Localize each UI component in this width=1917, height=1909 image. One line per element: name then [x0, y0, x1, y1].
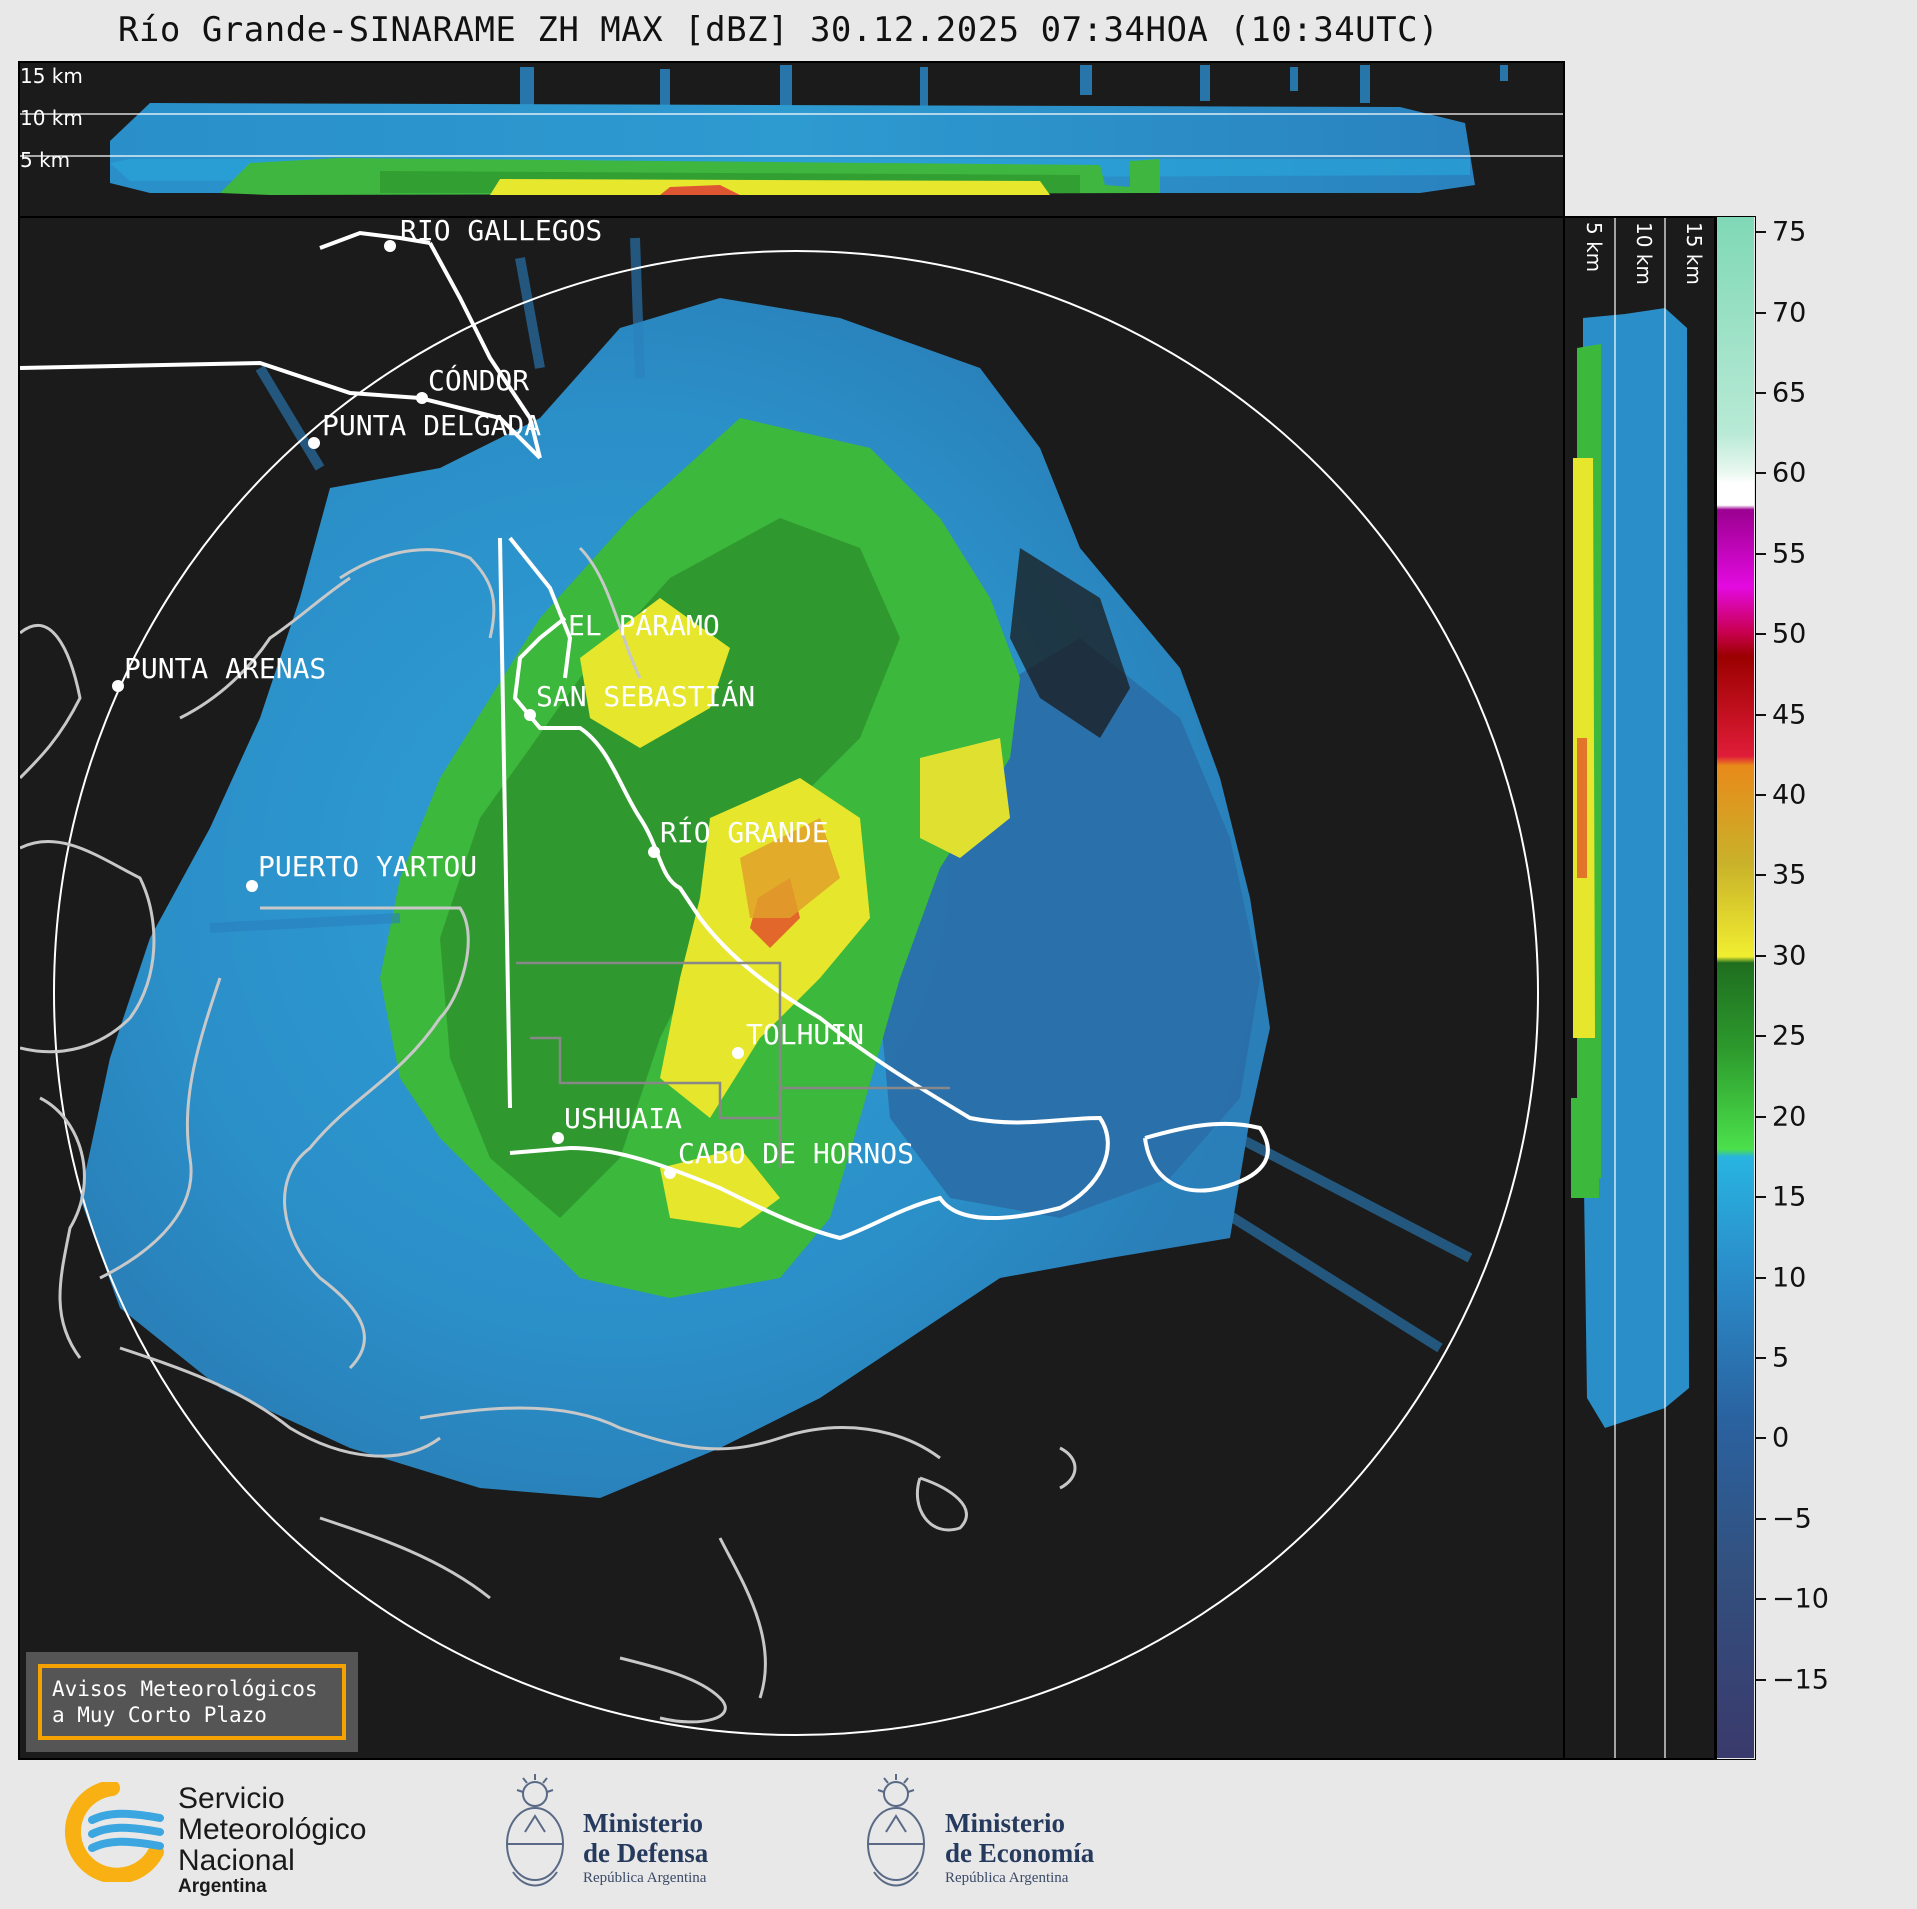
radial-artifacts	[209, 237, 1473, 1353]
colorbar-tick	[1756, 1196, 1766, 1199]
notice-box: Avisos Meteorológicos a Muy Corto Plazo	[26, 1652, 358, 1752]
colorbar-tick-label: −5	[1772, 1503, 1812, 1535]
colorbar-tick	[1756, 1437, 1766, 1440]
colorbar-tick	[1756, 1598, 1766, 1601]
echo-region-strong	[580, 598, 730, 748]
city-label-san-sebastian: SAN SEBASTIÁN	[536, 679, 755, 713]
colorbar-tick	[1756, 1517, 1766, 1520]
colorbar-tick	[1756, 874, 1766, 877]
colorbar-tick	[1756, 311, 1766, 314]
colorbar-tick	[1756, 633, 1766, 636]
city-label-el-paramo: EL PÁRAMO	[568, 608, 720, 642]
city-label-cabo-de-hornos: CABO DE HORNOS	[678, 1137, 914, 1170]
colorbar-tick-label: 50	[1772, 618, 1807, 650]
colorbar-tick-label: 0	[1772, 1422, 1790, 1454]
colorbar-tick	[1756, 391, 1766, 394]
map-title: Río Grande-SINARAME ZH MAX [dBZ] 30.12.2…	[117, 10, 1440, 50]
colorbar-tick-label: 60	[1772, 457, 1807, 489]
colorbar-tick-label: 45	[1772, 699, 1807, 731]
city-label-punta-delgada: PUNTA DELGADA	[322, 409, 541, 442]
top-altitude-label: 5 km	[20, 148, 70, 172]
echo-region-moderate-dark	[440, 518, 900, 1218]
colorbar-tick-label: 25	[1772, 1020, 1807, 1052]
colorbar-tick-label: 70	[1772, 297, 1807, 328]
range-ring	[53, 250, 1539, 1736]
colorbar-tick	[1756, 954, 1766, 957]
argentina-seal-icon	[867, 1774, 925, 1887]
colorbar-tick-label: 55	[1772, 538, 1807, 570]
coastline-chile	[20, 546, 1077, 1724]
top-cross-section-panel: 15 km 10 km 5 km	[18, 61, 1565, 218]
colorbar-tick-label: 75	[1772, 216, 1807, 248]
colorbar-tick-label: 15	[1772, 1181, 1807, 1213]
colorbar-tick	[1756, 552, 1766, 555]
city-labels: RÍO GALLEGOS CÓNDOR PUNTA DELGADA EL PÁR…	[124, 218, 914, 1170]
colorbar-tick	[1756, 794, 1766, 796]
side-altitude-label: 10 km	[1632, 222, 1656, 285]
colorbar-tick	[1756, 1115, 1766, 1118]
province-boundary	[516, 961, 950, 1168]
colorbar-tick-label: 65	[1772, 377, 1807, 409]
border-lines	[20, 230, 1270, 1241]
radar-map-panel[interactable]: RÍO GALLEGOS CÓNDOR PUNTA DELGADA EL PÁR…	[18, 216, 1565, 1760]
colorbar-tick	[1756, 1356, 1766, 1359]
colorbar-tick	[1756, 472, 1766, 475]
colorbar-tick-label: 20	[1772, 1101, 1807, 1133]
side-altitude-label: 5 km	[1582, 222, 1606, 272]
defensa-logo-text: Ministerio de Defensa República Argentin…	[583, 1808, 709, 1886]
economia-logo-text: Ministerio de Economía República Argenti…	[945, 1808, 1095, 1886]
side-altitude-label: 15 km	[1682, 222, 1706, 285]
colorbar-tick-label: 40	[1772, 779, 1807, 811]
colorbar-tick-label: 35	[1772, 859, 1807, 891]
notice-line: Avisos Meteorológicos	[52, 1677, 318, 1701]
colorbar-tick-label: 5	[1772, 1342, 1790, 1374]
argentina-seal-icon	[506, 1774, 564, 1887]
smn-logo-text: Servicio Meteorológico Nacional Argentin…	[178, 1782, 367, 1897]
dbz-colorbar	[1716, 216, 1756, 1760]
side-cross-section-panel: 5 km 10 km 15 km	[1563, 216, 1716, 1760]
notice-line: a Muy Corto Plazo	[52, 1703, 267, 1727]
city-label-tolhuin: TOLHUIN	[746, 1018, 864, 1051]
city-label-punta-arenas: PUNTA ARENAS	[124, 652, 326, 685]
city-label-puerto-yartou: PUERTO YARTOU	[258, 850, 477, 883]
colorbar-tick	[1756, 231, 1766, 234]
colorbar-tick	[1756, 1678, 1766, 1681]
city-label-ushuaia: USHUAIA	[564, 1102, 682, 1135]
city-label-rio-grande: RÍO GRANDE	[660, 815, 829, 849]
colorbar-tick-label: 10	[1772, 1262, 1807, 1293]
colorbar-tick	[1756, 1276, 1766, 1279]
city-markers	[112, 240, 744, 1179]
smn-logo-icon	[64, 1782, 164, 1882]
colorbar-tick	[1756, 1035, 1766, 1038]
echo-region-core	[740, 818, 840, 918]
city-label-condor: CÓNDOR	[428, 363, 529, 397]
city-label-rio-gallegos: RÍO GALLEGOS	[400, 218, 602, 247]
notice-frame: Avisos Meteorológicos a Muy Corto Plazo	[38, 1664, 346, 1740]
top-altitude-label: 10 km	[20, 106, 83, 130]
colorbar-tick	[1756, 713, 1766, 716]
echo-region-strong	[920, 738, 1010, 858]
echo-region-east-dark	[1010, 548, 1130, 738]
colorbar-tick-label: 30	[1772, 940, 1807, 972]
top-altitude-label: 15 km	[20, 64, 83, 88]
colorbar-tick-label: −10	[1772, 1583, 1829, 1615]
colorbar-tick-label: −15	[1772, 1664, 1829, 1696]
